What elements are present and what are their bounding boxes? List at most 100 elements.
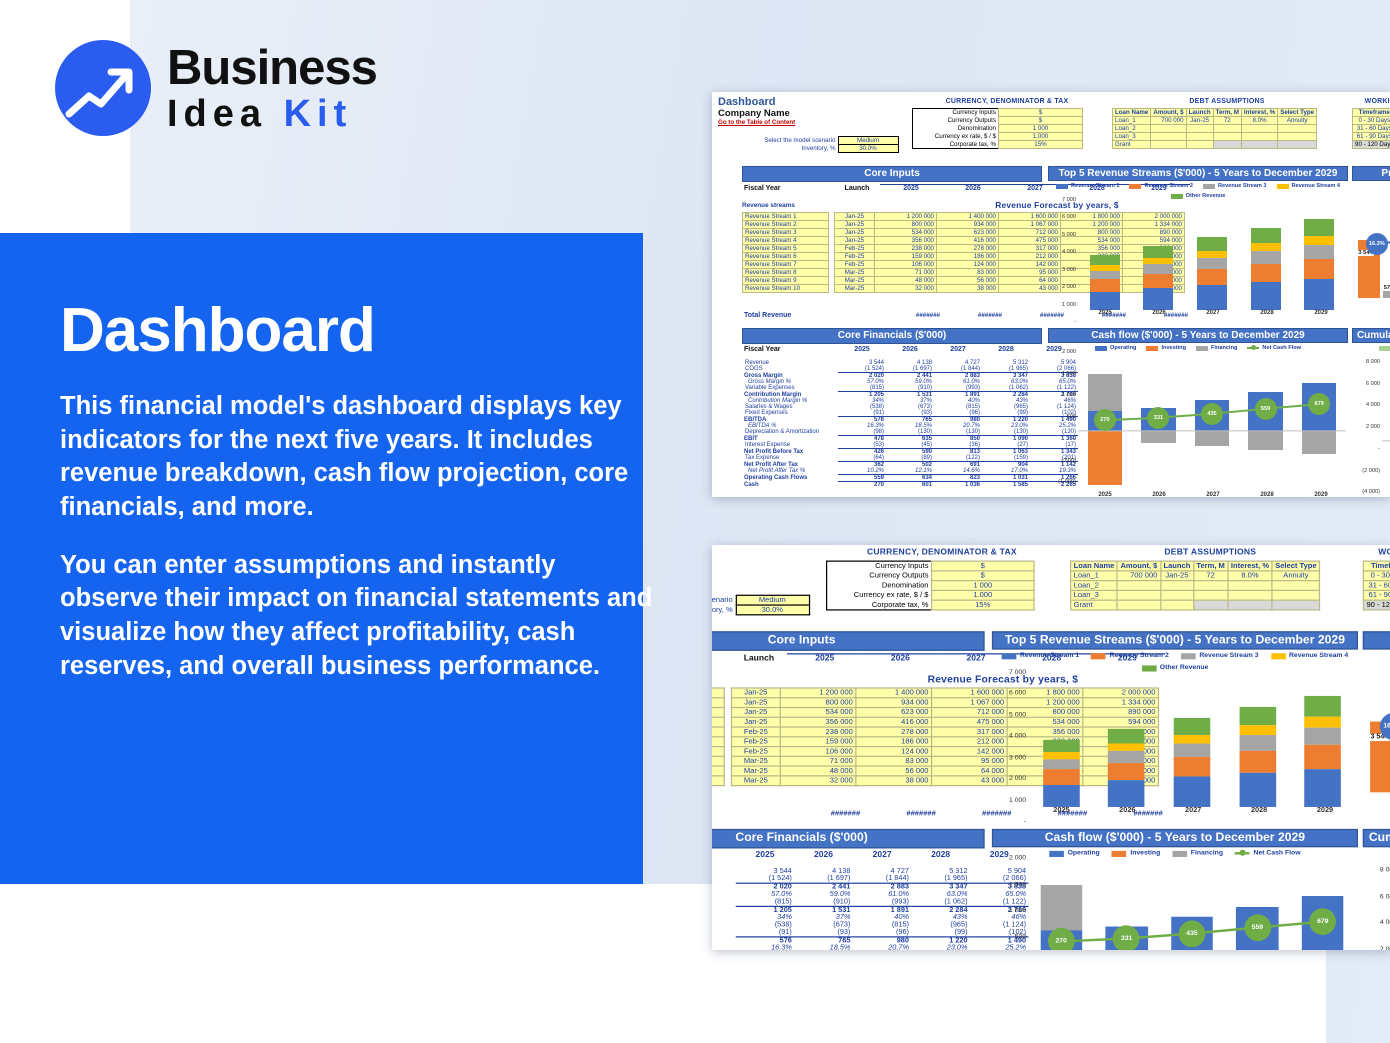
currency-value[interactable]: $ [998,116,1083,125]
revenue-stream-value[interactable]: 32 000 [779,775,857,787]
debt-cell[interactable] [1212,140,1242,149]
revenue-stream-value[interactable]: 534 000 [779,706,857,718]
revenue-stream-value[interactable]: 800 000 [1006,706,1084,718]
revenue-stream-value[interactable]: 623 000 [855,706,933,718]
debt-cell[interactable]: Jan-25 [1185,116,1214,125]
currency-value[interactable]: 1 000 [998,124,1083,133]
debt-cell[interactable] [1159,589,1194,601]
currency-value[interactable]: $ [930,570,1035,582]
debt-cell[interactable] [1277,132,1318,141]
inventory-input[interactable]: 30.0% [837,144,899,153]
revenue-stream-name[interactable]: Revenue Stream 1 [712,687,725,699]
dashboard-screenshot-bottom[interactable]: Dashboard Company Name Go to the Table o… [712,545,1390,950]
debt-cell[interactable]: Loan_2 [1069,580,1119,592]
revenue-stream-value[interactable]: 800 000 [779,697,857,709]
revenue-stream-launch[interactable]: Feb-25 [834,252,875,261]
revenue-stream-value[interactable]: 56 000 [855,765,933,777]
debt-cell[interactable]: Jan-25 [1159,570,1194,582]
debt-cell[interactable] [1212,124,1242,133]
debt-cell[interactable] [1277,140,1318,149]
revenue-stream-launch[interactable]: Mar-25 [730,775,781,787]
chart-profitability[interactable]: Profitability ($'000) - 5 Years to Decem… [1352,166,1390,298]
inventory-input[interactable]: 30.0% [735,604,810,616]
revenue-stream-value[interactable]: 534 000 [874,228,937,237]
revenue-stream-name[interactable]: Revenue Stream 8 [712,755,725,767]
debt-cell[interactable] [1192,589,1229,601]
revenue-stream-launch[interactable]: Jan-25 [834,236,875,245]
revenue-stream-value[interactable]: 278 000 [855,726,933,738]
debt-cell[interactable] [1192,599,1229,611]
currency-value[interactable]: 15% [998,140,1083,149]
scenario-select[interactable]: Medium [837,136,899,145]
revenue-stream-value[interactable]: 71 000 [779,755,857,767]
wc-cell[interactable]: 0 - 30 Days [1352,116,1390,125]
revenue-stream-value[interactable]: 890 000 [1082,706,1160,718]
revenue-stream-name[interactable]: Revenue Stream 2 [712,697,725,709]
revenue-stream-name[interactable]: Revenue Stream 10 [712,775,725,787]
revenue-stream-value[interactable]: 186 000 [855,736,933,748]
debt-cell[interactable] [1227,589,1273,601]
debt-cell[interactable]: 72 [1192,570,1229,582]
debt-cell[interactable]: Annuity [1271,570,1321,582]
revenue-stream-name[interactable]: Revenue Stream 2 [742,220,829,229]
revenue-stream-value[interactable]: 38 000 [936,284,999,293]
revenue-stream-launch[interactable]: Jan-25 [730,687,781,699]
debt-cell[interactable] [1150,140,1187,149]
revenue-stream-name[interactable]: Revenue Stream 5 [742,244,829,253]
dashboard-screenshot-top[interactable]: Dashboard Company Name Go to the Table o… [712,92,1390,497]
revenue-stream-value[interactable]: 48 000 [779,765,857,777]
wc-cell[interactable]: 31 - 60 Days [1352,124,1390,133]
scenario-select[interactable]: Medium [735,594,810,606]
revenue-stream-name[interactable]: Revenue Stream 10 [742,284,829,293]
revenue-stream-name[interactable]: Revenue Stream 1 [742,212,829,221]
revenue-stream-value[interactable]: 1 400 000 [936,212,999,221]
revenue-stream-name[interactable]: Revenue Stream 6 [712,736,725,748]
debt-cell[interactable] [1240,140,1279,149]
debt-cell[interactable]: 700 000 [1116,570,1162,582]
currency-value[interactable]: 15% [930,599,1035,611]
revenue-stream-value[interactable]: 1 200 000 [779,687,857,699]
revenue-stream-launch[interactable]: Mar-25 [834,284,875,293]
wc-cell[interactable]: 0 - 30 Days [1362,570,1390,582]
debt-cell[interactable] [1185,132,1214,141]
currency-value[interactable]: 1 000 [930,580,1035,592]
chart-top5-revenue-streams[interactable]: Top 5 Revenue Streams ($'000) - 5 Years … [1048,166,1348,325]
revenue-stream-value[interactable]: 623 000 [936,228,999,237]
revenue-stream-value[interactable]: 356 000 [874,236,937,245]
debt-cell[interactable]: Grant [1069,599,1119,611]
debt-cell[interactable] [1159,599,1194,611]
currency-value[interactable]: 1.000 [930,589,1035,601]
revenue-stream-name[interactable]: Revenue Stream 8 [742,268,829,277]
debt-cell[interactable]: Loan_1 [1069,570,1119,582]
chart-cash-flow[interactable]: Cash flow ($'000) - 5 Years to December … [1048,328,1348,497]
debt-cell[interactable]: Loan_1 [1111,116,1152,125]
debt-cell[interactable] [1240,132,1279,141]
revenue-stream-name[interactable]: Revenue Stream 9 [712,765,725,777]
revenue-stream-name[interactable]: Revenue Stream 9 [742,276,829,285]
revenue-stream-value[interactable]: 124 000 [936,260,999,269]
revenue-stream-value[interactable]: 238 000 [779,726,857,738]
currency-value[interactable]: 1.000 [998,132,1083,141]
debt-cell[interactable] [1185,124,1214,133]
chart-cash-flow[interactable]: Cash flow ($'000) - 5 Years to December … [991,828,1358,950]
debt-cell[interactable]: Loan_3 [1069,589,1119,601]
revenue-stream-launch[interactable]: Jan-25 [730,716,781,728]
revenue-stream-value[interactable]: 124 000 [855,745,933,757]
revenue-stream-value[interactable]: 800 000 [874,220,937,229]
revenue-stream-value[interactable]: 238 000 [874,244,937,253]
debt-cell[interactable] [1271,599,1321,611]
debt-cell[interactable]: 8.0% [1240,116,1279,125]
debt-cell[interactable] [1150,124,1187,133]
wc-cell[interactable]: 61 - 90 Days [1352,132,1390,141]
revenue-stream-launch[interactable]: Feb-25 [834,260,875,269]
revenue-stream-launch[interactable]: Jan-25 [730,697,781,709]
chart-top5-revenue-streams[interactable]: Top 5 Revenue Streams ($'000) - 5 Years … [991,631,1358,825]
wc-cell[interactable]: 90 - 120 Days [1352,140,1390,149]
revenue-stream-value[interactable]: 356 000 [779,716,857,728]
revenue-stream-name[interactable]: Revenue Stream 4 [742,236,829,245]
revenue-stream-name[interactable]: Revenue Stream 3 [712,706,725,718]
revenue-stream-launch[interactable]: Jan-25 [834,228,875,237]
debt-cell[interactable] [1240,124,1279,133]
